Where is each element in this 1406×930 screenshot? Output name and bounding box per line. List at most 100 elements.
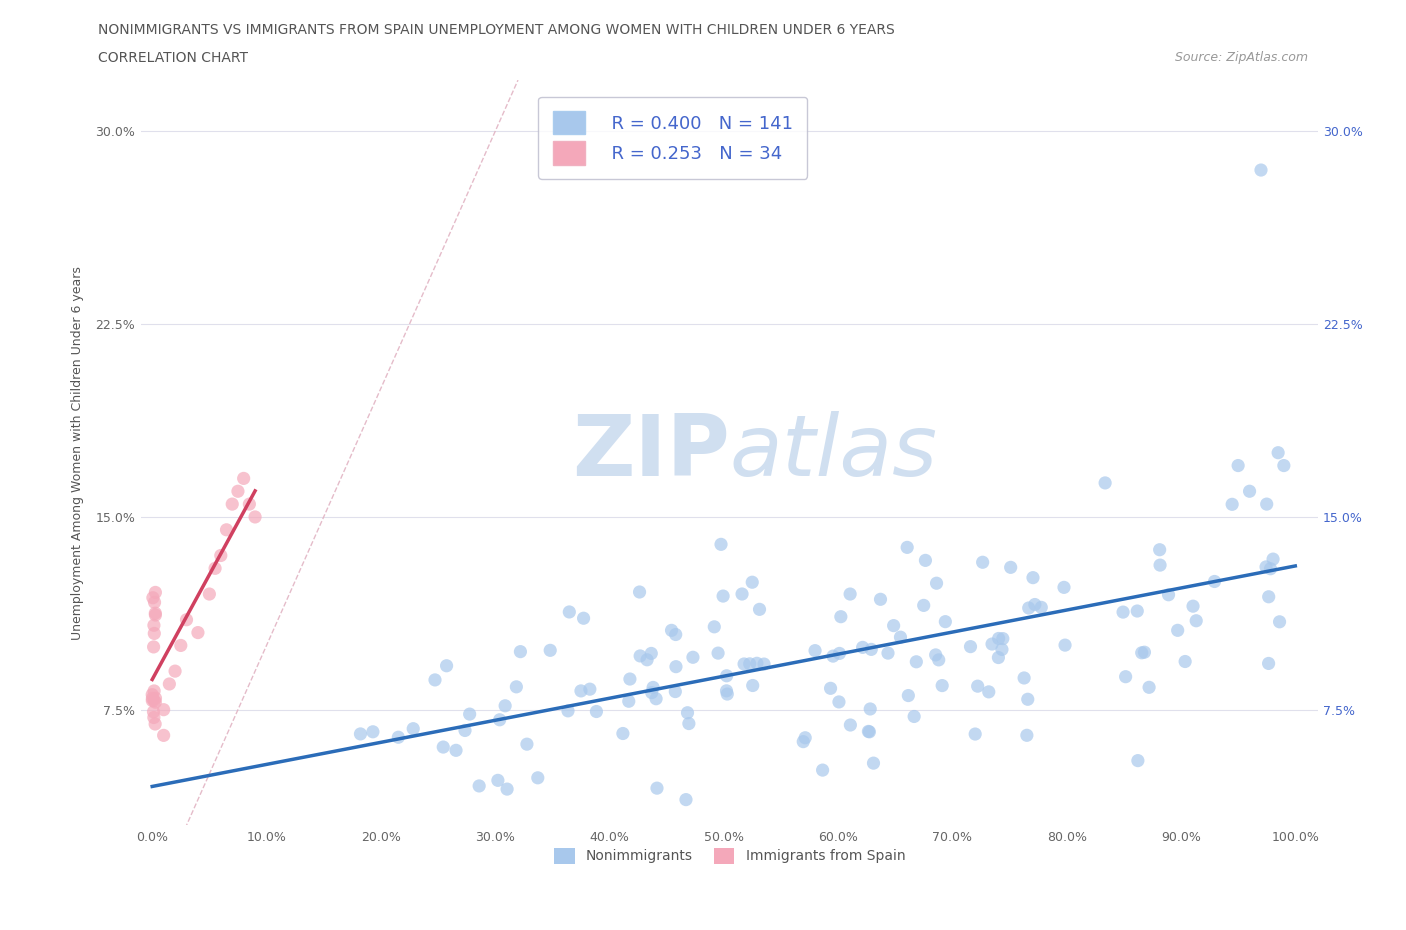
Point — [1182, 599, 1205, 614]
Point — [1250, 163, 1272, 178]
Point — [897, 688, 920, 703]
Point — [165, 664, 187, 679]
Point — [142, 711, 165, 725]
Point — [141, 693, 163, 708]
Point — [682, 650, 704, 665]
Point — [931, 678, 953, 693]
Point — [402, 722, 425, 737]
Point — [1115, 670, 1137, 684]
Point — [903, 709, 925, 724]
Point — [839, 718, 862, 733]
Point — [1018, 601, 1040, 616]
Point — [1022, 570, 1045, 585]
Point — [569, 684, 592, 698]
Point — [1137, 680, 1160, 695]
Point — [585, 704, 607, 719]
Point — [828, 646, 851, 661]
Point — [1239, 484, 1261, 498]
Point — [215, 523, 238, 538]
Point — [858, 724, 880, 739]
Point — [142, 618, 165, 632]
Point — [889, 630, 911, 644]
Point — [1254, 560, 1277, 575]
Point — [959, 639, 981, 654]
Point — [1126, 753, 1149, 768]
Point — [1031, 600, 1053, 615]
Point — [612, 726, 634, 741]
Point — [1149, 542, 1171, 557]
Point — [883, 618, 905, 633]
Point — [741, 575, 763, 590]
Point — [145, 607, 167, 622]
Point — [678, 716, 700, 731]
Point — [965, 726, 987, 741]
Point — [811, 763, 834, 777]
Point — [238, 497, 260, 512]
Point — [505, 680, 527, 695]
Point — [636, 652, 658, 667]
Point — [152, 702, 174, 717]
Point — [1012, 671, 1035, 685]
Point — [579, 682, 602, 697]
Point — [538, 643, 561, 658]
Point — [645, 691, 668, 706]
Point — [243, 510, 266, 525]
Point — [143, 595, 166, 610]
Point — [204, 561, 226, 576]
Point — [628, 585, 651, 600]
Point — [914, 553, 936, 568]
Point — [1260, 562, 1282, 577]
Point — [860, 642, 883, 657]
Point — [1257, 590, 1279, 604]
Point — [141, 691, 163, 706]
Point — [143, 626, 166, 641]
Point — [716, 686, 738, 701]
Point — [991, 631, 1014, 646]
Point — [912, 598, 935, 613]
Point — [496, 781, 519, 796]
Point — [486, 773, 509, 788]
Point — [934, 614, 956, 629]
Point — [198, 587, 221, 602]
Point — [977, 684, 1000, 699]
Text: NONIMMIGRANTS VS IMMIGRANTS FROM SPAIN UNEMPLOYMENT AMONG WOMEN WITH CHILDREN UN: NONIMMIGRANTS VS IMMIGRANTS FROM SPAIN U… — [98, 23, 896, 37]
Point — [145, 691, 167, 706]
Point — [877, 645, 900, 660]
Point — [1157, 588, 1180, 603]
Point — [925, 576, 948, 591]
Point — [1017, 692, 1039, 707]
Point — [981, 637, 1004, 652]
Point — [142, 704, 165, 719]
Point — [1054, 638, 1077, 653]
Point — [1174, 654, 1197, 669]
Point — [858, 724, 880, 738]
Point — [852, 640, 875, 655]
Point — [187, 625, 209, 640]
Point — [619, 671, 641, 686]
Point — [1272, 458, 1295, 473]
Point — [859, 701, 882, 716]
Point — [710, 537, 733, 551]
Point — [432, 739, 454, 754]
Point — [170, 638, 193, 653]
Point — [752, 657, 775, 671]
Point — [143, 693, 166, 708]
Point — [905, 655, 928, 670]
Point — [716, 684, 738, 698]
Point — [145, 585, 167, 600]
Point — [557, 703, 579, 718]
Point — [1268, 615, 1291, 630]
Point — [558, 604, 581, 619]
Point — [794, 730, 817, 745]
Point — [664, 684, 686, 699]
Point — [142, 640, 165, 655]
Text: atlas: atlas — [730, 411, 938, 494]
Point — [143, 605, 166, 620]
Point — [1053, 580, 1076, 595]
Point — [869, 591, 891, 606]
Point — [676, 705, 699, 720]
Point — [924, 647, 946, 662]
Point — [145, 695, 167, 710]
Point — [972, 555, 994, 570]
Point — [141, 687, 163, 702]
